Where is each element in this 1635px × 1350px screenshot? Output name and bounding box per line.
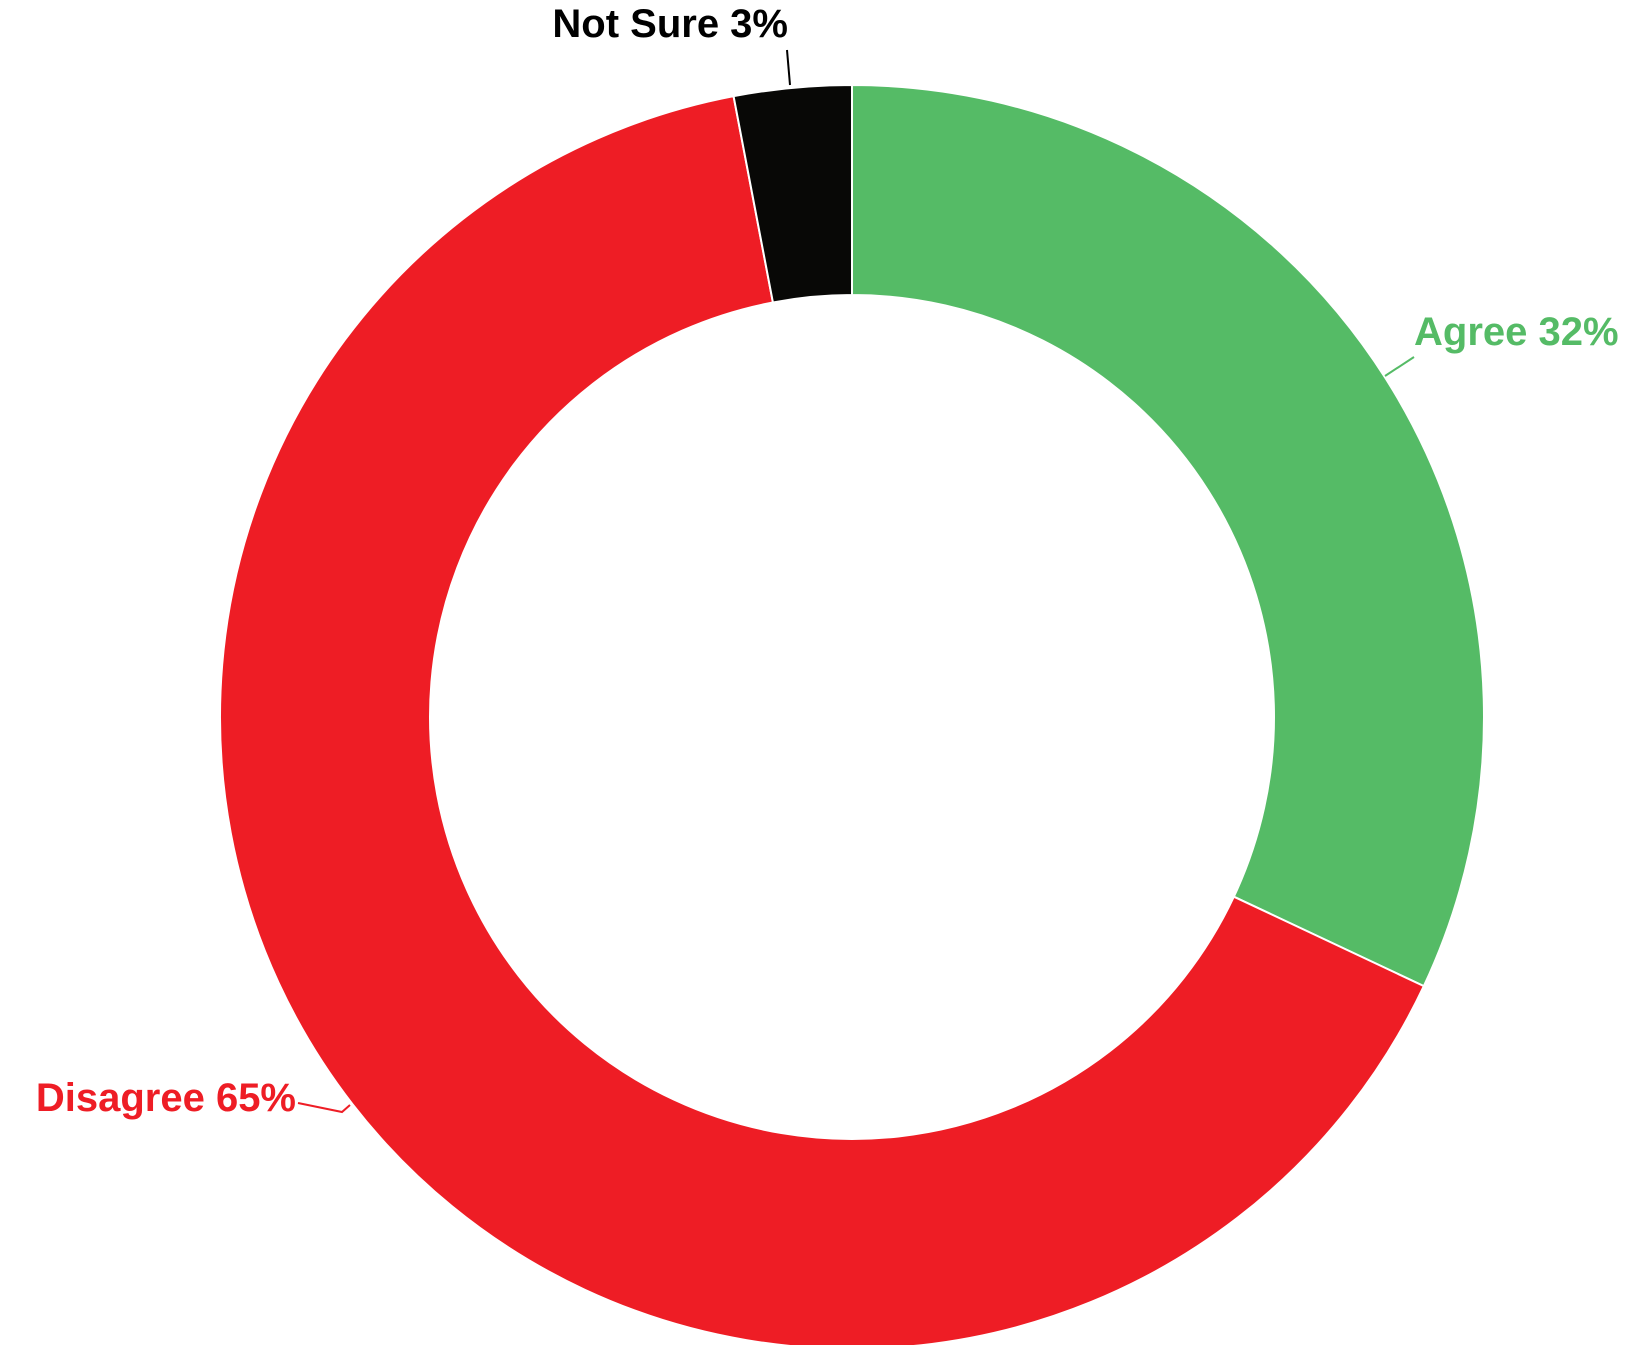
slice-agree	[852, 85, 1484, 986]
data-label-agree: Agree 32%	[1414, 310, 1619, 354]
leader-line-disagree	[298, 1103, 350, 1112]
leader-line-agree	[1385, 357, 1414, 376]
leader-line-not-sure	[787, 50, 790, 85]
data-label-not-sure: Not Sure 3%	[552, 2, 788, 46]
data-label-disagree: Disagree 65%	[36, 1076, 296, 1120]
